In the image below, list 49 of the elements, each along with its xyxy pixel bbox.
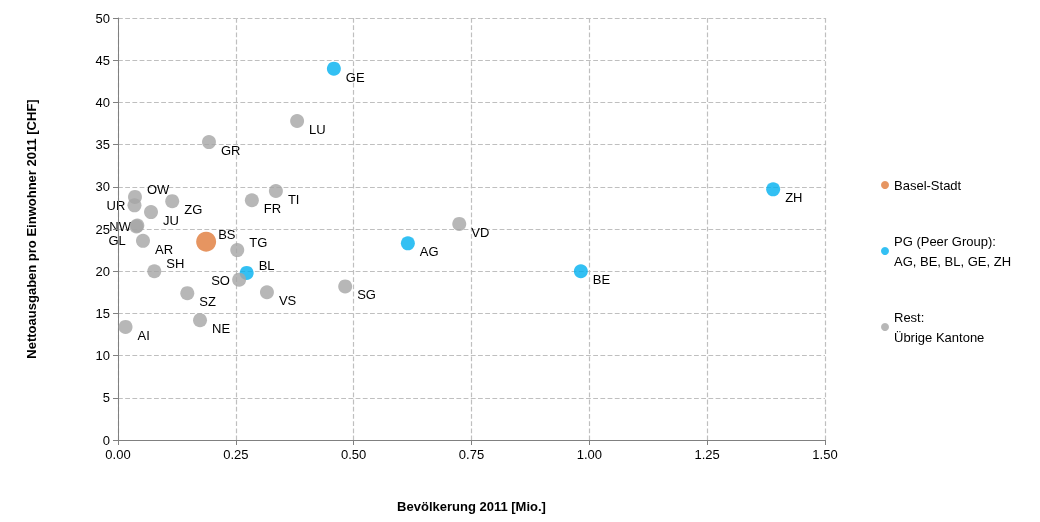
annotation: LU — [309, 121, 326, 137]
annotation: VS — [278, 293, 297, 309]
x-tick-label: 0.75 — [458, 447, 485, 462]
y-tick-label: 5 — [102, 390, 110, 406]
legend-label: Basel-Stadt — [894, 177, 962, 193]
annotation: JU — [162, 213, 179, 229]
annotation: TG — [249, 235, 268, 251]
annotation: BE — [592, 272, 611, 288]
legend-label: PG (Peer Group): AG, BE, BL, GE, ZH — [894, 233, 1012, 269]
y-axis-title: Nettoausgaben pro Einwohner 2011 [CHF] — [24, 99, 39, 359]
x-tick-label: 0.25 — [223, 447, 249, 462]
y-tick-label: 20 — [95, 263, 110, 279]
legend-label: Rest: Übrige Kantone — [894, 309, 985, 345]
y-tick-label: 45 — [95, 52, 110, 68]
annotation: VD — [471, 224, 490, 240]
y-tick-label: 30 — [95, 179, 110, 195]
y-tick-label: 15 — [95, 305, 110, 321]
annotation: BS — [218, 226, 236, 242]
annotation: UR — [106, 198, 126, 214]
annotation: TI — [287, 192, 300, 208]
annotation: GL — [108, 233, 126, 249]
annotation: SH — [166, 256, 185, 272]
y-tick-label: 10 — [95, 348, 110, 364]
y-tick-label: 50 — [95, 10, 110, 26]
x-tick-label: 1.50 — [812, 447, 838, 462]
annotation: NW — [109, 218, 132, 234]
annotation: ZH — [785, 190, 803, 206]
x-axis-title: Bevölkerung 2011 [Mio.] — [397, 499, 546, 514]
annotation: GE — [345, 69, 365, 85]
y-tick-label: 40 — [95, 94, 110, 110]
annotation: FR — [263, 201, 282, 217]
annotation: BL — [258, 257, 275, 273]
y-tick-label: 0 — [102, 432, 110, 448]
annotation: SO — [211, 272, 230, 288]
y-tick-label: 25 — [95, 221, 110, 237]
annotation: NE — [212, 321, 231, 337]
annotation: AG — [419, 244, 439, 260]
annotation: OW — [146, 181, 171, 197]
x-tick-label: 0.50 — [341, 447, 367, 462]
annotation: SG — [357, 287, 376, 303]
x-tick-label: 0.00 — [105, 447, 131, 462]
y-tick-label: 35 — [95, 137, 110, 153]
annotation: AR — [154, 241, 174, 257]
annotation: ZG — [184, 202, 203, 218]
annotation: GR — [220, 143, 241, 159]
x-tick-label: 1.25 — [694, 447, 720, 462]
annotation: SZ — [199, 294, 216, 310]
annotation: AI — [137, 327, 150, 343]
x-tick-label: 1.00 — [576, 447, 602, 462]
